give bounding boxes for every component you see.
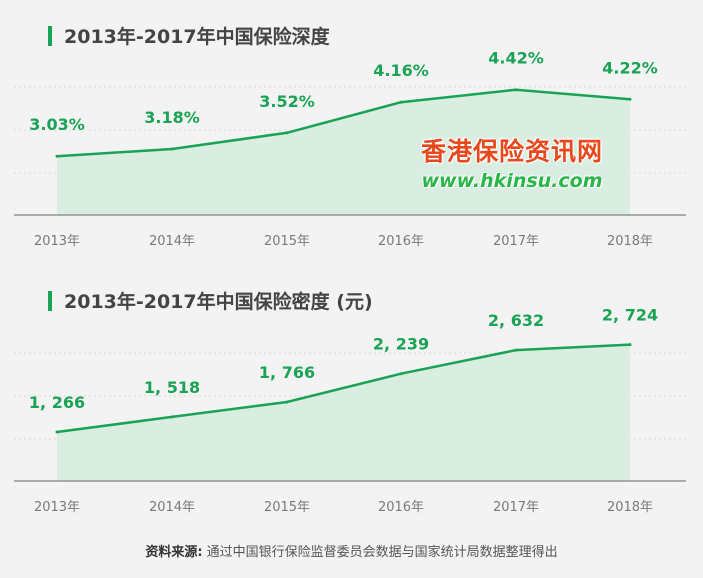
data-point	[628, 343, 632, 347]
data-label: 3.52%	[259, 92, 315, 111]
data-label: 1, 766	[259, 363, 315, 382]
data-point	[628, 97, 632, 101]
area-fill	[57, 89, 630, 215]
data-label: 2, 724	[602, 306, 658, 325]
source-label: 资料来源:	[145, 545, 203, 560]
insurance-depth-chart: 3.03% 3.18% 3.52% 4.16% 4.42% 4.22% 2013年 2014年…	[14, 49, 686, 249]
x-tick-label: 2013年	[34, 500, 80, 515]
data-label: 3.18%	[144, 108, 200, 127]
chart-title-depth: 2013年-2017年中国保险深度	[48, 22, 330, 49]
data-label: 1, 266	[29, 393, 85, 412]
x-tick-label: 2016年	[378, 500, 424, 515]
data-label: 3.03%	[29, 115, 85, 134]
x-tick-label: 2013年	[34, 234, 80, 249]
area-fill	[57, 344, 630, 481]
data-point	[55, 430, 59, 434]
watermark-url: www.hkinsu.com	[421, 170, 603, 192]
x-tick-label: 2017年	[493, 500, 539, 515]
data-label: 2, 239	[373, 335, 429, 354]
x-tick-label: 2018年	[607, 234, 653, 249]
chart-title-density: 2013年-2017年中国保险密度 (元)	[48, 287, 373, 314]
data-point	[399, 372, 403, 376]
watermark: 香港保险资讯网 www.hkinsu.com	[406, 132, 618, 192]
source-text: 通过中国银行保险监督委员会数据与国家统计局数据整理得出	[206, 545, 558, 560]
insurance-density-chart: 1, 266 1, 518 1, 766 2, 239 2, 632 2, 724 2013…	[14, 306, 686, 515]
series-line	[56, 343, 631, 434]
title-accent-bar	[48, 25, 52, 46]
watermark-name: 香港保险资讯网	[420, 137, 603, 166]
data-point	[399, 100, 403, 104]
x-tick-label: 2017年	[493, 234, 539, 249]
data-point	[285, 131, 289, 135]
data-label: 4.16%	[373, 61, 429, 80]
data-point	[285, 400, 289, 404]
x-tick-label: 2016年	[378, 234, 424, 249]
x-tick-label: 2014年	[149, 234, 195, 249]
data-point	[170, 415, 174, 419]
title-accent-bar	[48, 290, 52, 311]
data-label: 4.42%	[488, 49, 544, 68]
series-line	[56, 88, 631, 158]
chart-title-depth-text: 2013年-2017年中国保险深度	[64, 26, 330, 48]
data-label: 2, 632	[488, 311, 544, 330]
data-point	[514, 348, 518, 352]
data-point	[55, 154, 59, 158]
data-point	[170, 147, 174, 151]
data-point	[514, 88, 518, 92]
x-tick-label: 2014年	[149, 500, 195, 515]
x-tick-label: 2015年	[264, 234, 310, 249]
x-tick-label: 2015年	[264, 500, 310, 515]
data-label: 1, 518	[144, 378, 200, 397]
x-tick-label: 2018年	[607, 500, 653, 515]
chart-title-density-text: 2013年-2017年中国保险密度 (元)	[64, 291, 373, 313]
source-note: 资料来源: 通过中国银行保险监督委员会数据与国家统计局数据整理得出	[0, 541, 703, 560]
data-label: 4.22%	[602, 58, 658, 77]
